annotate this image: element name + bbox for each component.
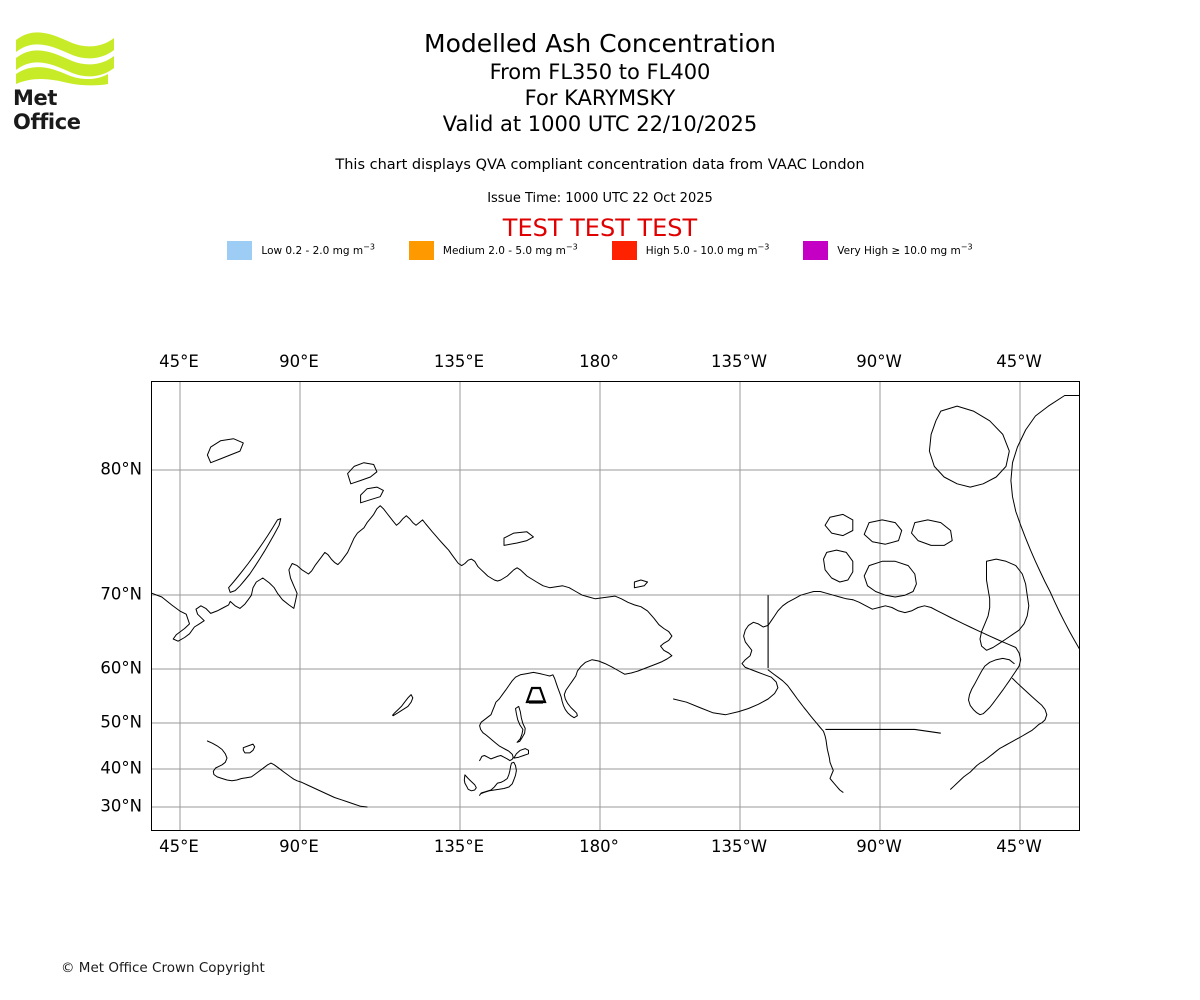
coastline-segment bbox=[979, 558, 1030, 651]
legend-swatch-very-high bbox=[803, 241, 829, 260]
volcano-symbol bbox=[525, 686, 547, 704]
lat-tick-5: 30°N bbox=[100, 796, 142, 816]
coastline-segment bbox=[515, 705, 526, 743]
coastline-segment bbox=[228, 518, 282, 593]
coastline-segment bbox=[863, 560, 917, 598]
legend-label-very-high: Very High ≥ 10.0 mg m−3 bbox=[837, 242, 973, 257]
chart-title-block: Modelled Ash Concentration From FL350 to… bbox=[0, 28, 1200, 137]
political-border bbox=[825, 728, 941, 734]
lon-tick-top-3: 180° bbox=[579, 352, 619, 371]
concentration-legend: Low 0.2 - 2.0 mg m−3 Medium 2.0 - 5.0 mg… bbox=[0, 241, 1200, 260]
volcano-marker-karymsky bbox=[525, 686, 547, 704]
qva-note: This chart displays QVA compliant concen… bbox=[335, 157, 865, 173]
lat-tick-1: 70°N bbox=[100, 584, 142, 604]
legend-label-low: Low 0.2 - 2.0 mg m−3 bbox=[261, 242, 375, 257]
legend-swatch-medium bbox=[408, 241, 434, 260]
coastline-segment bbox=[633, 579, 648, 589]
test-banner: TEST TEST TEST bbox=[502, 214, 698, 242]
lat-tick-4: 40°N bbox=[100, 758, 142, 778]
met-office-logo: Met Office bbox=[12, 24, 122, 134]
lat-tick-0: 80°N bbox=[100, 459, 142, 479]
legend-item-high: High 5.0 - 10.0 mg m−3 bbox=[611, 241, 770, 260]
coastline-segment bbox=[513, 748, 529, 759]
flight-level-range: From FL350 to FL400 bbox=[489, 60, 711, 84]
lon-tick-bottom-1: 90°E bbox=[279, 837, 319, 856]
legend-label-medium: Medium 2.0 - 5.0 mg m−3 bbox=[442, 242, 578, 257]
coastline-segment bbox=[673, 591, 854, 716]
coastline-segment bbox=[463, 774, 477, 792]
lon-tick-top-0: 45°E bbox=[159, 352, 199, 371]
coastline-segment bbox=[360, 486, 384, 504]
coastline-segment bbox=[206, 740, 368, 808]
logo-wordmark: Met Office bbox=[13, 86, 81, 134]
lon-tick-bottom-5: 90°W bbox=[856, 837, 902, 856]
coastline-segment bbox=[911, 519, 953, 546]
lon-tick-top-6: 45°W bbox=[996, 352, 1042, 371]
coastline-segment bbox=[1010, 395, 1079, 650]
coastline-segment bbox=[347, 462, 378, 485]
coastline-segment bbox=[824, 513, 854, 537]
coastline-segment bbox=[863, 519, 903, 545]
lon-tick-bottom-6: 45°W bbox=[996, 837, 1042, 856]
political-borders bbox=[767, 595, 941, 734]
coastline-segment bbox=[852, 599, 1022, 716]
lon-tick-top-5: 90°W bbox=[856, 352, 902, 371]
lon-tick-bottom-0: 45°E bbox=[159, 837, 199, 856]
lon-tick-top-2: 135°E bbox=[433, 352, 485, 371]
map-gridlines bbox=[152, 382, 1079, 830]
coastlines bbox=[152, 395, 1079, 808]
coastline-segment bbox=[392, 694, 414, 717]
coastline-segment bbox=[950, 677, 1048, 790]
coastline-segment bbox=[242, 743, 256, 754]
lat-tick-3: 50°N bbox=[100, 712, 142, 732]
met-office-waves-icon bbox=[16, 32, 114, 86]
coastline-segment bbox=[503, 531, 534, 546]
map-frame bbox=[151, 381, 1080, 831]
valid-time: Valid at 1000 UTC 22/10/2025 bbox=[442, 112, 758, 136]
ash-concentration-map bbox=[151, 381, 1080, 831]
issue-time: Issue Time: 1000 UTC 22 Oct 2025 bbox=[487, 191, 713, 206]
lon-tick-bottom-3: 180° bbox=[579, 837, 619, 856]
legend-item-low: Low 0.2 - 2.0 mg m−3 bbox=[227, 241, 375, 260]
coastline-segment bbox=[479, 761, 517, 796]
coastline-segment bbox=[152, 505, 673, 762]
copyright-notice: © Met Office Crown Copyright bbox=[61, 960, 265, 976]
coastline-segment bbox=[767, 669, 844, 793]
lon-tick-bottom-2: 135°E bbox=[433, 837, 485, 856]
legend-item-very-high: Very High ≥ 10.0 mg m−3 bbox=[803, 241, 973, 260]
coastline-segment bbox=[206, 438, 244, 464]
lon-tick-top-4: 135°W bbox=[710, 352, 768, 371]
legend-label-high: High 5.0 - 10.0 mg m−3 bbox=[645, 242, 770, 257]
coastline-segment bbox=[823, 549, 854, 583]
volcano-name: For KARYMSKY bbox=[524, 86, 676, 110]
coastline-segment bbox=[928, 405, 1010, 488]
legend-swatch-high bbox=[611, 241, 637, 260]
map-canvas bbox=[152, 382, 1079, 830]
page-title: Modelled Ash Concentration bbox=[424, 29, 776, 58]
legend-item-medium: Medium 2.0 - 5.0 mg m−3 bbox=[408, 241, 578, 260]
lon-tick-bottom-4: 135°W bbox=[710, 837, 768, 856]
legend-swatch-low bbox=[227, 241, 253, 260]
lon-tick-top-1: 90°E bbox=[279, 352, 319, 371]
lat-tick-2: 60°N bbox=[100, 658, 142, 678]
